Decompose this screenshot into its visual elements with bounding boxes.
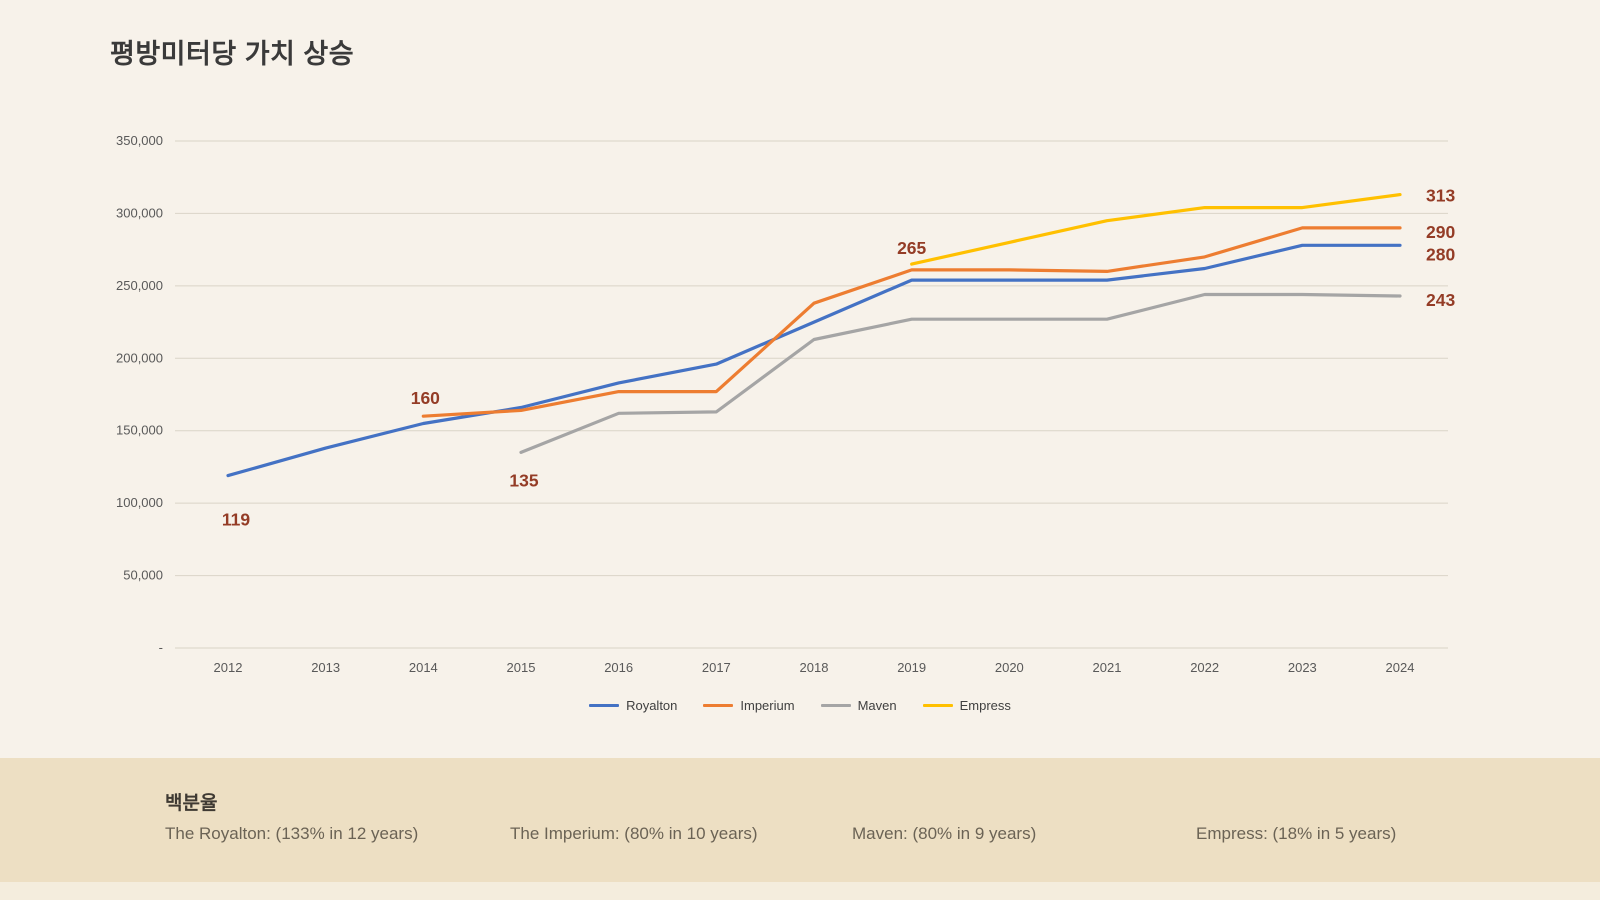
footer-panel: 백분율 The Royalton: (133% in 12 years) The … bbox=[0, 758, 1600, 882]
x-axis-label: 2015 bbox=[507, 660, 536, 675]
footer-item: The Imperium: (80% in 10 years) bbox=[510, 824, 758, 843]
data-label: 265 bbox=[897, 238, 926, 258]
series-line-imperium bbox=[421, 226, 1402, 418]
chart-title: 평방미터당 가치 상승 bbox=[110, 39, 355, 69]
legend-item-imperium: Imperium bbox=[703, 698, 795, 713]
x-axis-label: 2017 bbox=[702, 660, 731, 675]
x-axis-label: 2020 bbox=[995, 660, 1024, 675]
x-axis-label: 2012 bbox=[214, 660, 243, 675]
legend-label: Empress bbox=[959, 698, 1011, 713]
legend-line-swatch bbox=[703, 704, 734, 707]
x-axis-label: 2019 bbox=[897, 660, 926, 675]
legend-item-royalton: Royalton bbox=[589, 698, 677, 713]
data-label: 243 bbox=[1426, 290, 1455, 310]
data-label: 290 bbox=[1426, 222, 1455, 242]
y-axis-label: 300,000 bbox=[116, 205, 163, 220]
legend-line-swatch bbox=[820, 704, 851, 707]
legend-line-swatch bbox=[589, 704, 620, 707]
y-axis-label: 150,000 bbox=[116, 423, 163, 438]
legend-label: Maven bbox=[857, 698, 897, 713]
footer-item: Maven: (80% in 9 years) bbox=[852, 824, 1037, 843]
x-axis-label: 2023 bbox=[1288, 660, 1317, 675]
y-axis-label: 350,000 bbox=[116, 133, 163, 148]
chart-panel: 평방미터당 가치 상승 - 50,000 100,000 150,000 200,000… bbox=[0, 39, 1600, 713]
data-label: 313 bbox=[1426, 186, 1455, 206]
legend-label: Royalton bbox=[626, 698, 678, 713]
footer-item: Empress: (18% in 5 years) bbox=[1196, 824, 1397, 843]
x-axis-label: 2016 bbox=[604, 660, 633, 675]
x-axis-label: 2021 bbox=[1093, 660, 1122, 675]
series-line-empress bbox=[910, 193, 1402, 266]
data-label: 160 bbox=[411, 388, 440, 408]
footer-items: The Royalton: (133% in 12 years) The Impe… bbox=[0, 824, 1600, 854]
series-line-maven bbox=[519, 292, 1402, 454]
footer-item: The Royalton: (133% in 12 years) bbox=[165, 824, 419, 843]
data-label: 119 bbox=[222, 510, 250, 530]
legend-item-empress: Empress bbox=[922, 698, 1011, 713]
legend-item-maven: Maven bbox=[820, 698, 897, 713]
y-axis-label: 100,000 bbox=[116, 495, 163, 510]
line-chart: - 50,000 100,000 150,000 200,000 250,000 300,0… bbox=[116, 133, 1455, 675]
data-label: 135 bbox=[509, 470, 538, 490]
bottom-strip bbox=[0, 882, 1600, 900]
x-axis-label: 2013 bbox=[311, 660, 340, 675]
y-axis-label: 250,000 bbox=[116, 278, 163, 293]
legend-line-swatch bbox=[922, 704, 953, 707]
x-axis-label: 2014 bbox=[409, 660, 438, 675]
data-label: 280 bbox=[1426, 244, 1455, 264]
y-axis-label: 50,000 bbox=[123, 568, 163, 583]
legend-label: Imperium bbox=[740, 698, 795, 713]
x-axis-label: 2024 bbox=[1386, 660, 1415, 675]
footer-heading: 백분율 bbox=[165, 793, 218, 814]
series-line-royalton bbox=[226, 243, 1402, 478]
chart-legend: Royalton Imperium Maven Empress bbox=[0, 698, 1600, 713]
y-axis-label: - bbox=[159, 640, 163, 655]
x-axis-label: 2022 bbox=[1190, 660, 1219, 675]
x-axis-label: 2018 bbox=[800, 660, 829, 675]
y-axis-label: 200,000 bbox=[116, 350, 163, 365]
